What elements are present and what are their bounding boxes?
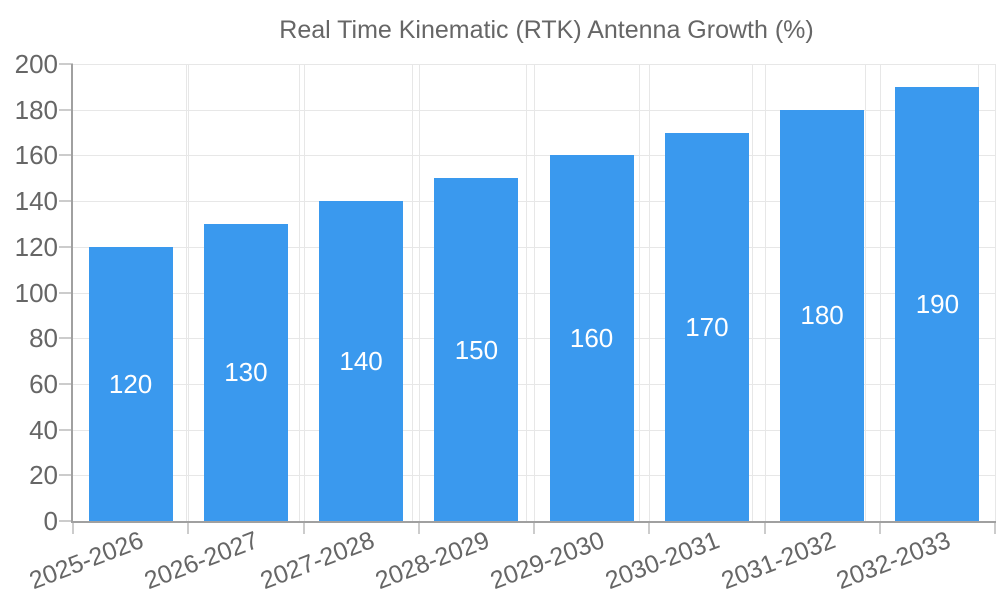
x-tick-mark xyxy=(764,521,766,534)
v-gridline xyxy=(995,64,996,521)
y-tick-mark xyxy=(59,108,73,111)
bar-value-label: 180 xyxy=(800,300,844,331)
y-tick-label: 60 xyxy=(29,368,58,399)
y-tick-label: 120 xyxy=(14,231,58,262)
x-tick-mark xyxy=(648,521,650,534)
v-gridline xyxy=(649,64,650,521)
x-tick-mark xyxy=(879,521,881,534)
y-tick-label: 200 xyxy=(14,49,58,79)
bar-value-label: 160 xyxy=(569,323,614,354)
v-gridline xyxy=(412,64,413,521)
y-tick-label: 40 xyxy=(29,414,58,445)
v-gridline xyxy=(304,64,305,521)
y-tick-label: 100 xyxy=(14,277,58,308)
y-tick-label: 20 xyxy=(29,460,58,491)
y-tick-mark xyxy=(59,63,73,65)
bar[interactable]: 140 xyxy=(319,201,404,521)
y-tick-label: 140 xyxy=(14,186,58,217)
x-tick-mark xyxy=(72,521,74,534)
x-tick-label: 2025-2026 xyxy=(25,526,148,596)
y-tick-mark xyxy=(59,245,73,248)
v-gridline xyxy=(865,64,866,521)
v-gridline xyxy=(880,64,881,521)
bar[interactable]: 160 xyxy=(549,155,634,521)
y-tick-label: 0 xyxy=(43,506,58,536)
bar[interactable]: 130 xyxy=(203,223,288,521)
y-tick-label: 80 xyxy=(29,323,58,354)
bar[interactable]: 170 xyxy=(664,132,749,521)
y-tick-mark xyxy=(59,474,73,477)
v-gridline xyxy=(534,64,535,521)
v-gridline xyxy=(299,64,300,521)
y-tick-mark xyxy=(59,337,73,340)
bar-value-label: 190 xyxy=(915,288,960,319)
x-axis-line xyxy=(71,521,996,523)
x-tick-label: 2032-2033 xyxy=(832,526,955,596)
bar-value-label: 150 xyxy=(454,334,499,365)
v-gridline xyxy=(526,64,527,521)
bar[interactable]: 120 xyxy=(88,246,173,521)
x-tick-label: 2027-2028 xyxy=(256,526,378,596)
y-tick-mark xyxy=(59,382,73,385)
x-tick-label: 2030-2031 xyxy=(601,526,724,596)
x-tick-mark xyxy=(418,521,420,534)
v-gridline xyxy=(188,64,189,521)
y-tick-mark xyxy=(59,520,73,522)
bar-value-label: 170 xyxy=(685,311,729,342)
x-tick-mark xyxy=(994,521,996,534)
y-tick-mark xyxy=(59,291,73,294)
legend[interactable]: Real Time Kinematic (RTK) Antenna Growth… xyxy=(0,16,1000,44)
x-tick-mark xyxy=(187,521,189,534)
bar-value-label: 120 xyxy=(108,368,153,399)
legend-label[interactable]: Real Time Kinematic (RTK) Antenna Growth… xyxy=(279,16,814,44)
v-gridline xyxy=(186,64,187,521)
bar-value-label: 130 xyxy=(224,357,268,388)
v-gridline xyxy=(752,64,753,521)
x-tick-label: 2031-2032 xyxy=(717,526,839,596)
y-axis-line xyxy=(71,64,73,523)
y-tick-label: 160 xyxy=(14,140,58,171)
x-tick-label: 2028-2029 xyxy=(371,526,494,596)
bar[interactable]: 150 xyxy=(434,178,519,521)
bar[interactable]: 180 xyxy=(780,109,865,521)
y-tick-mark xyxy=(59,428,73,431)
x-tick-mark xyxy=(533,521,535,534)
v-gridline xyxy=(639,64,640,521)
bar[interactable]: 190 xyxy=(895,86,980,521)
x-tick-mark xyxy=(303,521,305,534)
bar-value-label: 140 xyxy=(339,346,383,377)
x-tick-label: 2026-2027 xyxy=(140,526,263,596)
y-tick-label: 180 xyxy=(14,94,58,125)
y-tick-mark xyxy=(59,154,73,157)
v-gridline xyxy=(765,64,766,521)
v-gridline xyxy=(419,64,420,521)
y-tick-mark xyxy=(59,200,73,203)
x-tick-label: 2029-2030 xyxy=(486,526,609,596)
